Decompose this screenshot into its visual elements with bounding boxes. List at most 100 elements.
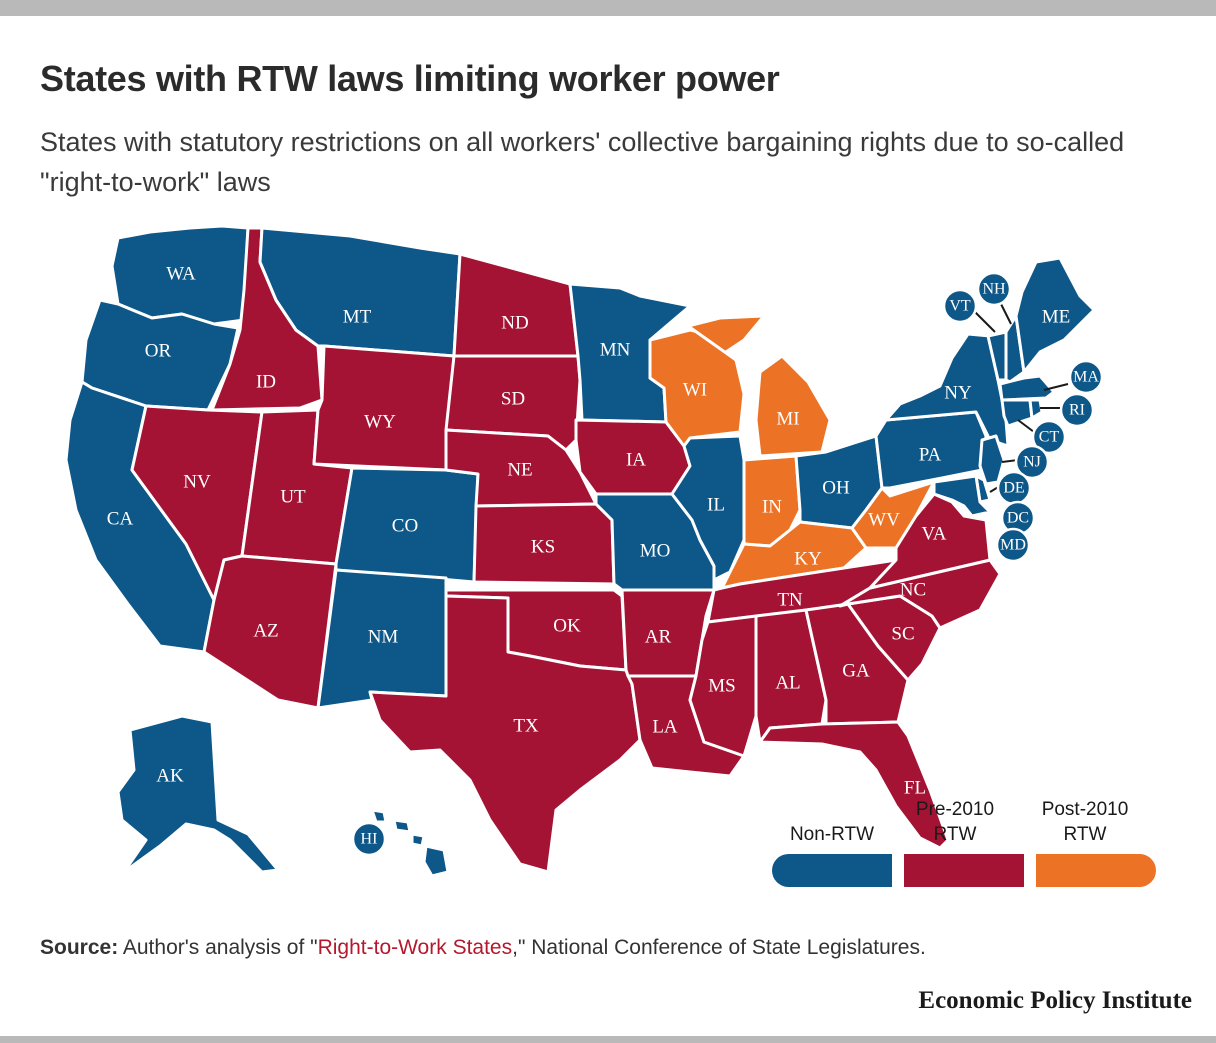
state-label-oh: OH bbox=[822, 477, 850, 498]
state-label-la: LA bbox=[652, 716, 678, 737]
bubble-de: DE bbox=[996, 470, 1032, 506]
leader-line-ma bbox=[1043, 383, 1069, 391]
bubble-ct: CT bbox=[1031, 419, 1067, 455]
state-wy bbox=[312, 344, 456, 472]
legend-label-non-rtw: Non-RTW bbox=[789, 824, 875, 845]
callout-bubbles: VT NH MA RI CT NJ DE DC MD HI bbox=[351, 271, 1104, 857]
state-label-ms: MS bbox=[708, 675, 735, 696]
state-label-tn: TN bbox=[777, 589, 803, 610]
bubble-label-md: MD bbox=[1000, 537, 1026, 554]
legend-label-post-2010-line2: RTW bbox=[1063, 824, 1107, 845]
state-ct bbox=[1000, 398, 1034, 428]
bubble-ri: RI bbox=[1059, 392, 1095, 428]
state-label-az: AZ bbox=[253, 620, 278, 641]
state-label-pa: PA bbox=[919, 444, 942, 465]
state-hi bbox=[370, 808, 450, 878]
state-nd bbox=[452, 252, 580, 358]
state-label-wi: WI bbox=[683, 379, 707, 400]
state-ak bbox=[116, 714, 280, 874]
bubble-ma: MA bbox=[1068, 359, 1104, 395]
state-label-nd: ND bbox=[501, 312, 528, 333]
bottom-border bbox=[0, 1036, 1216, 1043]
source-text-2: ," National Conference of State Legislat… bbox=[512, 936, 926, 959]
state-me bbox=[1014, 256, 1096, 374]
source-note: Source: Author's analysis of "Right-to-W… bbox=[40, 936, 926, 960]
bubble-vt: VT bbox=[942, 288, 978, 324]
bubble-circle-vt bbox=[942, 288, 978, 324]
bubble-circle-nh bbox=[976, 271, 1012, 307]
legend-swatch-non-rtw bbox=[772, 854, 892, 887]
state-label-or: OR bbox=[145, 340, 172, 361]
state-nh bbox=[1004, 314, 1026, 384]
state-label-co: CO bbox=[392, 515, 418, 536]
source-prefix: Source: bbox=[40, 936, 119, 959]
state-label-il: IL bbox=[707, 494, 725, 515]
state-label-tx: TX bbox=[513, 715, 539, 736]
bubble-circle-hi bbox=[351, 821, 387, 857]
source-text-1: Author's analysis of " bbox=[118, 936, 318, 959]
state-label-id: ID bbox=[256, 371, 276, 392]
bubble-md: MD bbox=[995, 527, 1031, 563]
state-label-mo: MO bbox=[640, 540, 671, 561]
state-fl bbox=[758, 720, 950, 850]
top-border bbox=[0, 0, 1216, 16]
state-label-ga: GA bbox=[842, 660, 870, 681]
legend-label-post-2010-line1: Post-2010 bbox=[1041, 799, 1129, 820]
publisher-logo: Economic Policy Institute bbox=[918, 987, 1192, 1014]
state-tx bbox=[368, 594, 642, 874]
state-label-wy: WY bbox=[364, 411, 396, 432]
bubble-circle-ct bbox=[1031, 419, 1067, 455]
bubble-label-ma: MA bbox=[1073, 369, 1099, 386]
leader-line-nh bbox=[999, 301, 1012, 325]
bubble-label-ct: CT bbox=[1039, 429, 1060, 446]
bubble-hi: HI bbox=[351, 821, 387, 857]
state-label-mn: MN bbox=[600, 339, 631, 360]
state-label-ar: AR bbox=[645, 626, 672, 647]
bubble-label-ri: RI bbox=[1069, 402, 1085, 419]
bubble-label-hi: HI bbox=[361, 831, 378, 848]
state-md bbox=[932, 474, 992, 518]
leader-line-vt bbox=[974, 311, 996, 333]
source-link[interactable]: Right-to-Work States bbox=[317, 936, 513, 959]
state-label-wa: WA bbox=[166, 263, 196, 284]
state-label-ks: KS bbox=[531, 536, 555, 557]
legend-swatch-post-2010-rtw bbox=[1036, 854, 1156, 887]
legend-label-pre-2010-line1: Pre-2010 bbox=[915, 799, 995, 820]
state-label-ny: NY bbox=[944, 382, 972, 403]
bubble-label-nj: NJ bbox=[1023, 454, 1041, 471]
leader-line-ct bbox=[1017, 419, 1035, 433]
state-label-ca: CA bbox=[107, 508, 134, 529]
state-label-ak: AK bbox=[156, 765, 184, 786]
legend-label-pre-2010-line2: RTW bbox=[933, 824, 977, 845]
bubble-label-vt: VT bbox=[949, 298, 971, 315]
chart-title: States with RTW laws limiting worker pow… bbox=[40, 58, 780, 99]
bubble-nh: NH bbox=[976, 271, 1012, 307]
state-label-ia: IA bbox=[626, 449, 646, 470]
state-label-va: VA bbox=[922, 523, 947, 544]
state-label-fl: FL bbox=[904, 777, 926, 798]
state-label-mt: MT bbox=[343, 306, 372, 327]
state-label-sd: SD bbox=[501, 388, 525, 409]
bubble-label-dc: DC bbox=[1007, 510, 1029, 527]
state-label-nm: NM bbox=[368, 626, 399, 647]
state-label-ok: OK bbox=[553, 615, 581, 636]
bubble-label-de: DE bbox=[1003, 480, 1024, 497]
state-label-ky: KY bbox=[794, 548, 822, 569]
state-label-wv: WV bbox=[868, 509, 900, 530]
state-label-me: ME bbox=[1042, 306, 1071, 327]
bubble-circle-nj bbox=[1014, 444, 1050, 480]
state-label-sc: SC bbox=[891, 623, 914, 644]
state-wa bbox=[110, 224, 250, 326]
bubble-circle-ma bbox=[1068, 359, 1104, 395]
state-label-ne: NE bbox=[507, 459, 532, 480]
state-label-mi: MI bbox=[776, 408, 799, 429]
state-labels: WA OR CA ID NV UT AZ MT WY CO NM ND SD NE KS OK TX MN IA MO… bbox=[107, 263, 1070, 798]
chart-subtitle: States with statutory restrictions on al… bbox=[40, 127, 1125, 197]
bubble-nj: NJ bbox=[1014, 444, 1050, 480]
bubble-circle-md bbox=[995, 527, 1031, 563]
state-label-nc: NC bbox=[900, 579, 926, 600]
state-ri bbox=[1028, 398, 1044, 420]
state-label-in: IN bbox=[762, 496, 782, 517]
state-label-ut: UT bbox=[280, 486, 306, 507]
